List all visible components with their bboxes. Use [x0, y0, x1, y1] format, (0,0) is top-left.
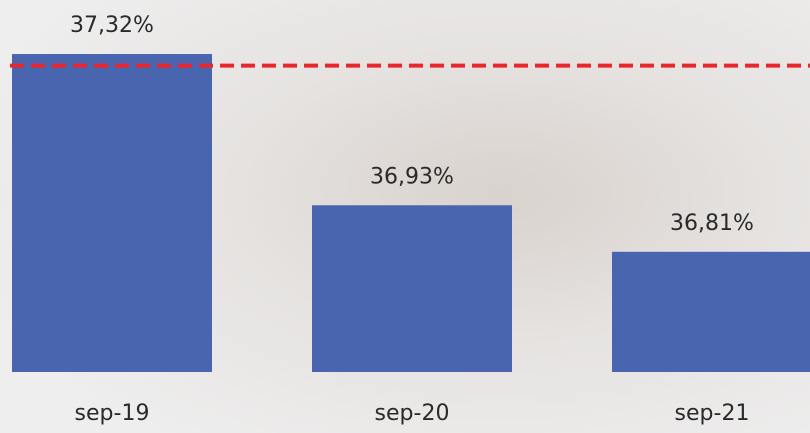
x-tick-label: sep-21	[675, 401, 750, 426]
bar	[612, 251, 810, 372]
value-label: 36,81%	[670, 211, 754, 236]
bar	[12, 54, 212, 373]
value-label: 36,93%	[370, 164, 454, 189]
value-label: 37,32%	[70, 13, 154, 38]
x-tick-label: sep-20	[375, 401, 450, 426]
x-tick-label: sep-19	[75, 401, 150, 426]
bar	[312, 205, 512, 372]
